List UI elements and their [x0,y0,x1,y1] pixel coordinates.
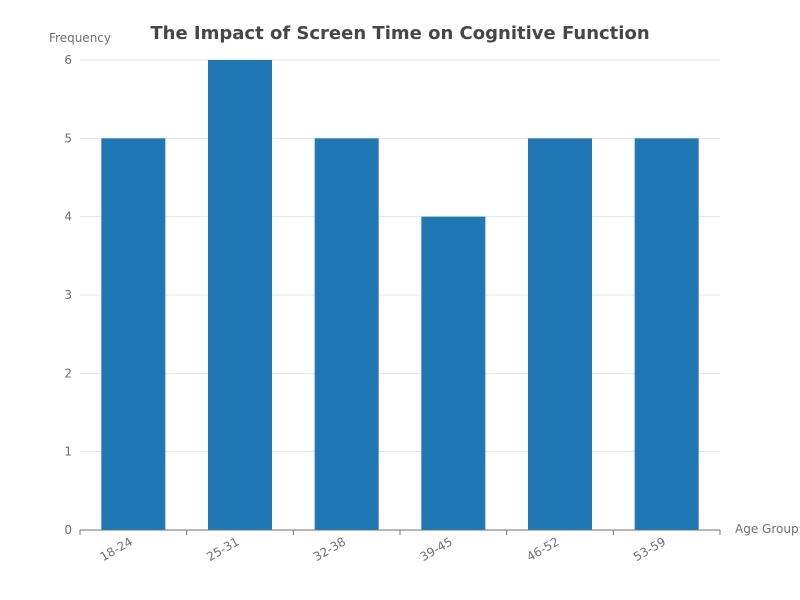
y-tick-label: 0 [64,523,72,537]
bar-39-45[interactable] [421,216,486,530]
bar-18-24[interactable] [101,138,166,531]
bar-53-59[interactable] [634,138,699,531]
grid-lines [80,59,720,453]
x-tick-label: 39-45 [418,534,455,564]
y-tick-labels: 0 1 2 3 4 5 6 [64,53,72,537]
y-tick-label: 3 [64,288,72,302]
x-tick-labels: 18-24 25-31 32-38 39-45 46-52 53-59 [98,534,669,564]
y-tick-label: 2 [64,366,72,380]
x-tick-label: 32-38 [311,534,348,564]
bar-25-31[interactable] [208,60,272,530]
x-tick-label: 25-31 [204,534,241,564]
y-tick-label: 1 [64,445,72,459]
y-axis-title: Frequency [49,31,111,45]
x-tick-label: 53-59 [631,534,668,564]
y-tick-label: 6 [64,53,72,67]
chart-title: The Impact of Screen Time on Cognitive F… [150,23,649,44]
bars [101,60,699,531]
y-tick-label: 5 [64,131,72,145]
x-tick-label: 46-52 [524,534,561,564]
axes [79,529,721,535]
x-tick-label: 18-24 [98,534,135,564]
bar-32-38[interactable] [314,138,379,531]
y-tick-label: 4 [64,210,72,224]
bar-46-52[interactable] [528,138,592,531]
x-axis-title: Age Group [735,522,799,536]
